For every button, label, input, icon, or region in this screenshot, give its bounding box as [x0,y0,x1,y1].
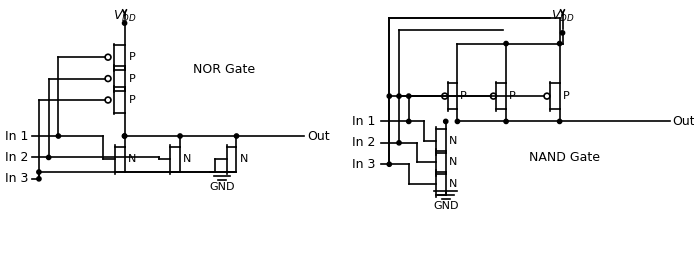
Circle shape [46,155,51,159]
Circle shape [407,119,411,124]
Text: $V_{DD}$: $V_{DD}$ [112,8,137,24]
Circle shape [443,119,448,124]
Text: In 3: In 3 [5,172,28,185]
Circle shape [557,41,561,46]
Circle shape [122,134,127,138]
Circle shape [455,119,459,124]
Text: Out: Out [307,129,330,143]
Text: P: P [509,91,516,101]
Circle shape [387,94,391,98]
Circle shape [557,119,561,124]
Circle shape [504,41,508,46]
Text: NAND Gate: NAND Gate [529,151,600,164]
Circle shape [235,134,239,138]
Text: In 2: In 2 [353,136,375,149]
Circle shape [37,170,41,174]
Circle shape [387,162,391,166]
Text: P: P [128,74,135,84]
Circle shape [56,134,60,138]
Circle shape [560,31,565,35]
Text: $V_{DD}$: $V_{DD}$ [551,8,575,24]
Text: NOR Gate: NOR Gate [193,63,255,76]
Circle shape [397,141,401,145]
Circle shape [37,177,41,181]
Circle shape [122,21,127,25]
Text: In 1: In 1 [353,115,375,128]
Text: P: P [563,91,569,101]
Text: N: N [183,154,192,164]
Text: P: P [128,95,135,105]
Circle shape [504,119,508,124]
Text: GND: GND [433,201,459,211]
Text: N: N [448,157,457,167]
Text: In 3: In 3 [353,158,375,171]
Text: P: P [460,91,467,101]
Text: P: P [128,52,135,62]
Text: N: N [128,154,136,164]
Text: N: N [448,179,457,189]
Circle shape [122,134,127,138]
Circle shape [397,94,401,98]
Text: In 1: In 1 [5,129,28,143]
Circle shape [178,134,183,138]
Text: In 2: In 2 [5,151,28,164]
Text: N: N [448,136,457,146]
Text: GND: GND [209,182,235,192]
Text: N: N [239,154,248,164]
Text: Out: Out [672,115,694,128]
Circle shape [407,94,411,98]
